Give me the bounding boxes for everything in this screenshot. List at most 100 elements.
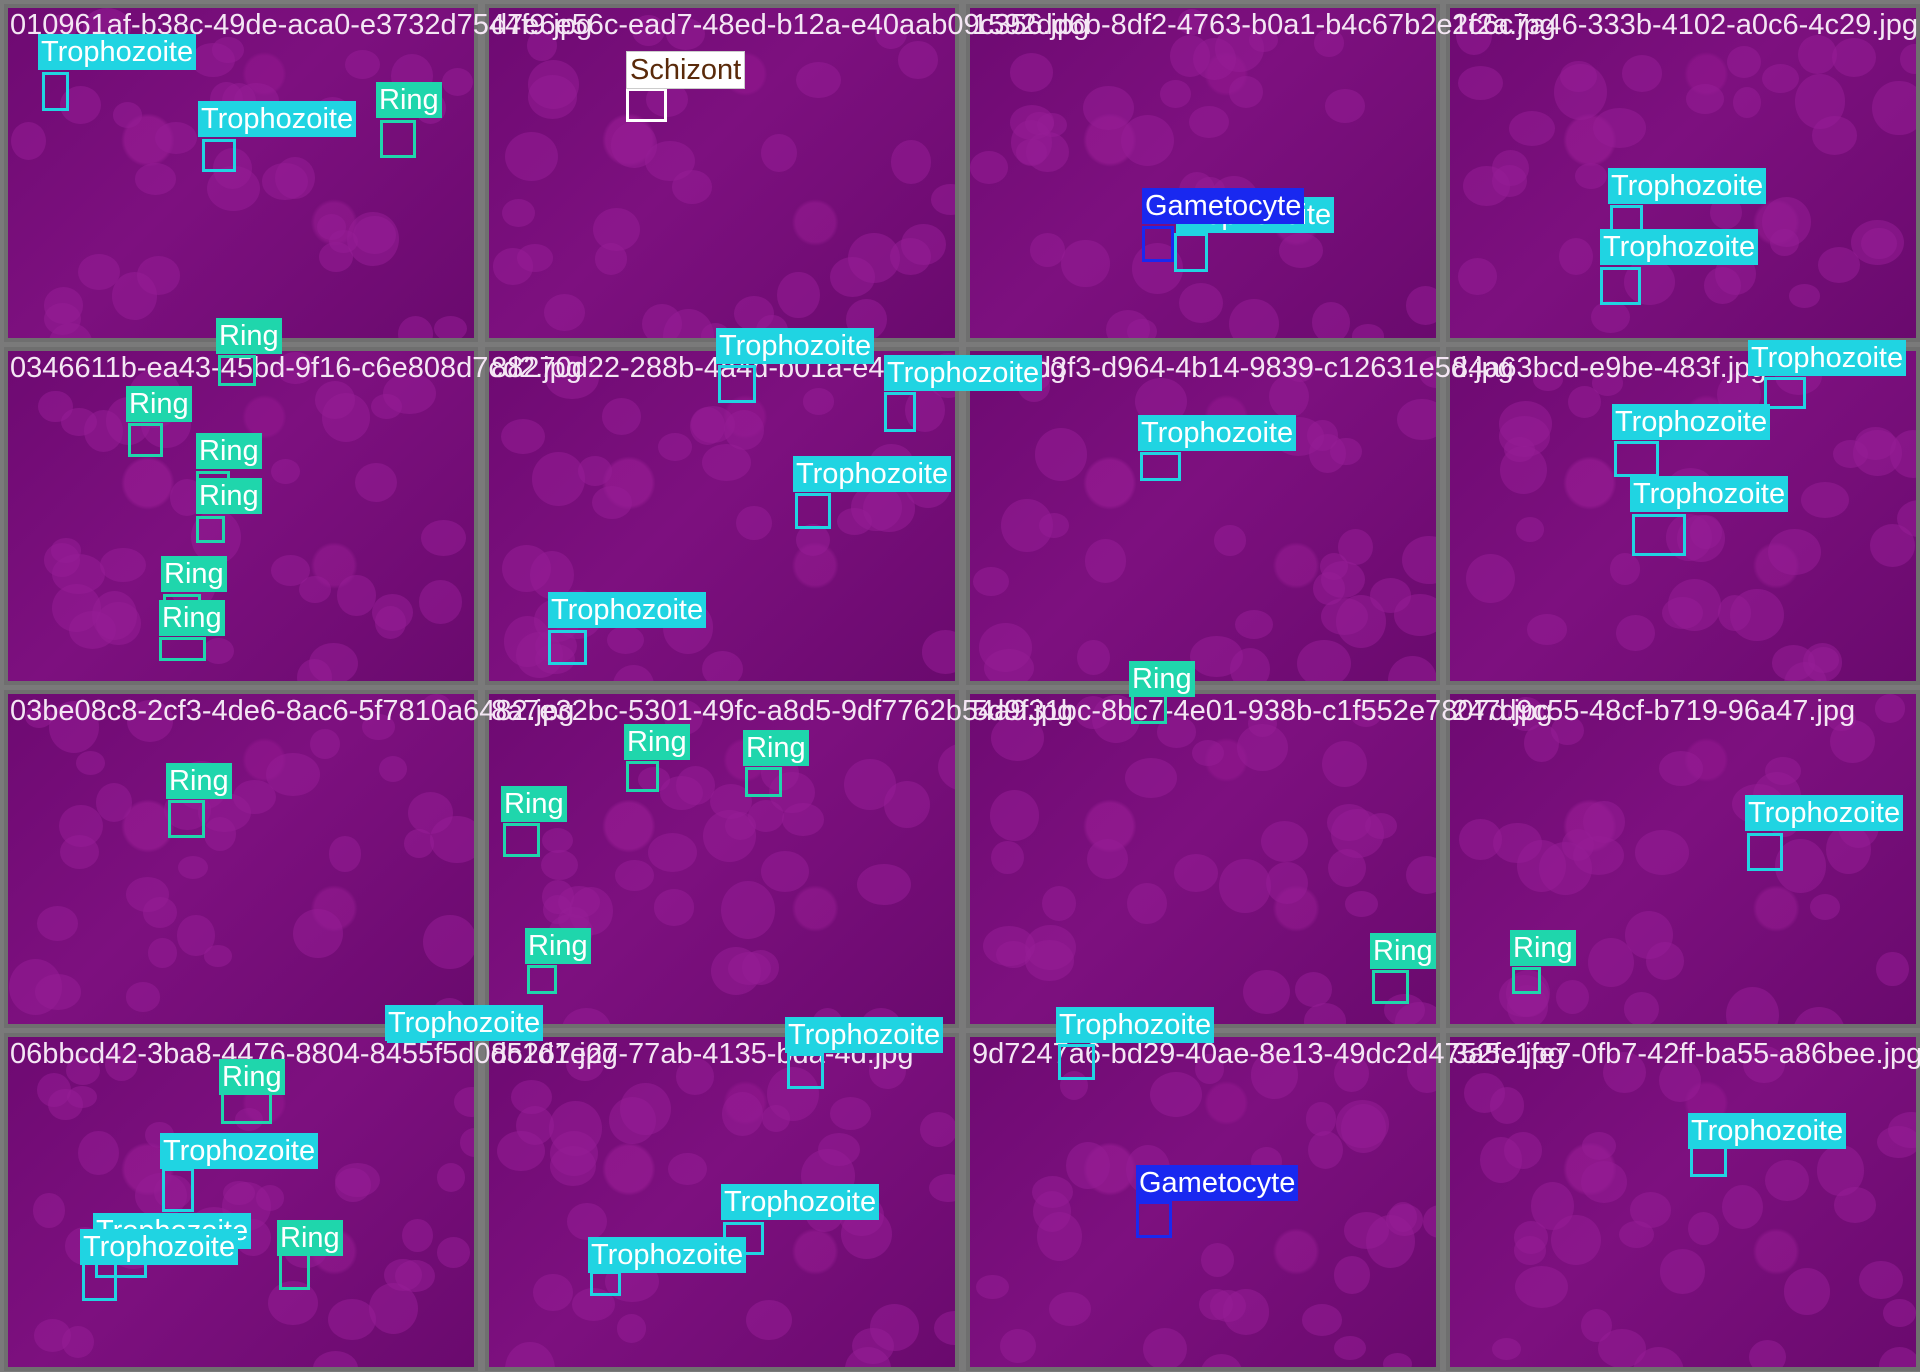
blood-cell — [1616, 614, 1655, 652]
blood-cell — [459, 1128, 474, 1158]
blood-cell — [125, 982, 161, 1012]
blood-cell — [1350, 703, 1382, 727]
blood-cell — [970, 151, 1009, 184]
blood-cell — [1025, 940, 1074, 981]
blood-cell — [1384, 994, 1425, 1024]
detection-box — [1136, 1201, 1172, 1238]
blood-cell — [312, 1351, 358, 1367]
microscopy-image — [970, 694, 1436, 1024]
blood-cell — [1250, 1051, 1298, 1099]
blood-cell — [1405, 855, 1436, 895]
blood-cell — [1143, 1328, 1188, 1367]
blood-cell — [1087, 838, 1129, 879]
blood-cell — [1732, 86, 1761, 118]
blood-cell — [1345, 891, 1379, 918]
detection-box — [128, 423, 163, 457]
detection-label: Trophozoite — [80, 1229, 239, 1265]
blood-cell — [293, 908, 343, 958]
blood-cell — [1800, 481, 1850, 519]
blood-cell — [1859, 1260, 1903, 1300]
detection-label: Ring — [624, 724, 690, 760]
blood-cell — [419, 580, 463, 624]
blood-cell — [1406, 286, 1436, 325]
blood-cell — [567, 1203, 607, 1240]
blood-cell — [1042, 886, 1077, 922]
detection-box — [503, 823, 540, 857]
blood-cell — [1386, 1204, 1423, 1237]
detection-box — [745, 767, 782, 797]
blood-cell — [203, 637, 235, 665]
detection-label: Trophozoite — [721, 1184, 880, 1220]
blood-cell — [1234, 609, 1274, 640]
detection-label: Ring — [525, 928, 591, 964]
blood-cell — [11, 122, 47, 161]
detection-label: Trophozoite — [1745, 795, 1904, 831]
image-tile: 247d9c55-48cf-b719-96a47.jpg — [1446, 690, 1920, 1028]
blood-cell — [1173, 854, 1219, 892]
detection-box — [1058, 1044, 1095, 1080]
detection-box — [279, 1252, 310, 1290]
detection-box — [42, 72, 69, 111]
microscopy-image — [489, 1037, 955, 1367]
blood-cell — [990, 714, 1045, 761]
blood-cell — [777, 271, 820, 319]
blood-cell — [77, 1130, 119, 1176]
blood-cell — [271, 459, 300, 485]
blood-cell — [1201, 1354, 1243, 1367]
blood-cell — [1394, 593, 1436, 636]
blood-cell — [1703, 267, 1741, 304]
image-tile: 03be08c8-2cf3-4de6-8ac6-5f7810a6482.jpg — [4, 690, 574, 1028]
blood-cell — [309, 728, 340, 760]
blood-cell — [501, 418, 546, 454]
blood-cell — [1328, 849, 1366, 888]
detection-label: Gametocyte — [1142, 188, 1305, 224]
detection-label: Trophozoite — [1612, 404, 1771, 440]
blood-cell — [1297, 639, 1351, 681]
blood-cell — [177, 856, 208, 880]
blood-cell — [844, 1347, 892, 1367]
blood-cell — [796, 523, 831, 557]
detection-box — [162, 1168, 194, 1212]
blood-cell — [541, 827, 574, 854]
microscopy-image — [489, 8, 955, 338]
detection-label: Ring — [196, 433, 262, 469]
blood-cell — [550, 1145, 596, 1187]
detection-box — [1174, 233, 1208, 272]
blood-cell — [1192, 740, 1225, 767]
blood-cell — [1210, 1289, 1246, 1322]
blood-cell — [378, 755, 408, 783]
blood-cell — [1286, 357, 1315, 383]
blood-cell — [602, 398, 642, 435]
image-tile: 1592dd6b-8df2-4763-b0a1-b4c67b2e1f2a.jpg — [966, 4, 1556, 342]
blood-cell — [746, 1300, 792, 1341]
microscopy-image — [970, 351, 1436, 681]
blood-cell — [1335, 1100, 1390, 1149]
blood-cell — [100, 548, 146, 583]
blood-cell — [25, 705, 54, 729]
detection-box — [590, 1271, 621, 1296]
detection-label: Trophozoite — [1608, 168, 1767, 204]
blood-cell — [1870, 523, 1916, 567]
detection-label: Ring — [161, 556, 227, 592]
blood-cell — [198, 792, 251, 833]
blood-cell — [1515, 517, 1545, 543]
blood-cell — [1334, 1335, 1367, 1361]
blood-cell — [142, 897, 178, 928]
blood-cell — [591, 486, 632, 520]
blood-cell — [1365, 812, 1398, 839]
detection-label: Trophozoite — [785, 1017, 944, 1053]
blood-cell — [1418, 355, 1436, 388]
microscopy-image — [1450, 351, 1916, 681]
blood-cell — [1797, 34, 1837, 74]
blood-cell — [1625, 911, 1673, 959]
blood-cell — [541, 849, 578, 880]
blood-cell — [657, 432, 692, 462]
blood-cell — [212, 147, 253, 189]
blood-cell — [1330, 437, 1362, 466]
blood-cell — [930, 184, 955, 216]
detection-box — [168, 800, 205, 838]
blood-cell — [781, 802, 824, 836]
detection-label: Ring — [1510, 930, 1576, 966]
blood-cell — [1213, 525, 1246, 556]
detection-box — [202, 139, 236, 172]
